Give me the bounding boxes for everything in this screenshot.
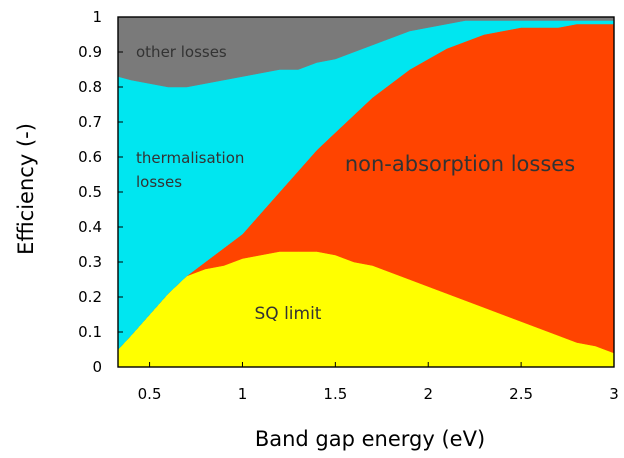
y-axis-label: Efficiency (-): [14, 123, 38, 255]
annotation-thermalisation: thermalisation: [136, 149, 244, 167]
y-tick-label: 0.5: [78, 183, 102, 201]
y-tick-label: 0.9: [78, 43, 102, 61]
annotation-non-absorption-losses: non-absorption losses: [345, 152, 575, 176]
x-axis-label: Band gap energy (eV): [255, 427, 485, 451]
x-tick-label: 1.5: [323, 385, 347, 403]
x-tick-label: 0.5: [138, 385, 162, 403]
y-tick-label: 0.7: [78, 113, 102, 131]
y-tick-label: 0.3: [78, 253, 102, 271]
x-axis-ticks: 0.5 1 1.5 2 2.5 3: [138, 362, 619, 403]
x-tick-label: 2: [423, 385, 433, 403]
y-tick-label: 0: [92, 358, 102, 376]
x-tick-label: 3: [609, 385, 619, 403]
x-tick-label: 1: [238, 385, 248, 403]
y-tick-label: 1: [92, 8, 102, 26]
y-tick-label: 0.2: [78, 288, 102, 306]
y-axis-ticks: 0 0.1 0.2 0.3 0.4 0.5 0.6 0.7 0.8 0.9 1: [78, 8, 123, 376]
x-tick-label: 2.5: [509, 385, 533, 403]
stacked-areas: [117, 16, 615, 368]
y-tick-label: 0.6: [78, 148, 102, 166]
annotation-losses: losses: [136, 173, 182, 191]
annotation-sq-limit: SQ limit: [255, 304, 322, 324]
y-tick-label: 0.4: [78, 218, 102, 236]
annotation-other-losses: other losses: [136, 43, 227, 61]
y-tick-label: 0.1: [78, 323, 102, 341]
y-tick-label: 0.8: [78, 78, 102, 96]
